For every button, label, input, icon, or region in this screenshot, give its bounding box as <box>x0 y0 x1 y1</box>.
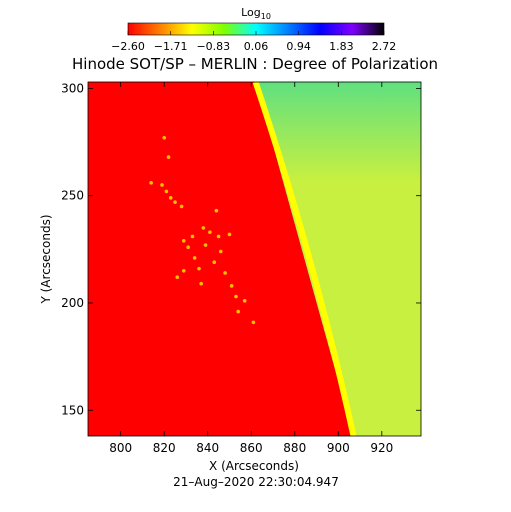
colorbar-tick-label: −0.83 <box>196 40 230 53</box>
bright-point <box>149 181 153 185</box>
bright-point <box>160 183 164 187</box>
y-axis-label: Y (Arcseconds) <box>39 214 53 304</box>
bright-point <box>186 245 190 249</box>
bright-point <box>229 284 234 288</box>
colorbar-tick-label: 2.72 <box>372 40 397 53</box>
bright-point <box>208 230 212 234</box>
off-limb-region <box>255 82 421 436</box>
colorbar-tick-label: −2.60 <box>111 40 145 53</box>
bright-point <box>203 243 208 247</box>
y-axis: 150 200 250 300 <box>61 81 421 417</box>
y-tick-label: 300 <box>61 81 84 95</box>
bright-point <box>218 249 223 254</box>
x-tick-label: 900 <box>327 441 350 455</box>
x-tick-label: 840 <box>196 441 219 455</box>
bright-point <box>166 155 171 159</box>
bright-point <box>223 271 227 275</box>
x-tick-label: 880 <box>283 441 306 455</box>
y-tick-label: 200 <box>61 296 84 310</box>
bright-point <box>181 238 186 243</box>
bright-point <box>214 208 219 213</box>
x-axis: 800 820 840 860 880 900 920 <box>109 82 393 455</box>
bright-point <box>173 200 177 204</box>
bright-point <box>164 189 169 194</box>
bright-points <box>149 135 256 325</box>
colorbar-ticks: −2.60 −1.71 −0.83 0.06 0.94 1.83 2.72 <box>111 31 396 53</box>
bright-point <box>201 226 206 230</box>
y-tick-label: 250 <box>61 189 84 203</box>
colorbar-tick-label: 1.83 <box>329 40 354 53</box>
off-limb-edge <box>255 82 354 436</box>
bright-point <box>162 135 166 140</box>
bright-point <box>197 266 201 271</box>
chart-title: Hinode SOT/SP – MERLIN : Degree of Polar… <box>72 55 438 73</box>
bright-point <box>199 281 203 286</box>
bright-point <box>236 309 240 314</box>
bright-point <box>227 232 232 237</box>
x-tick-label: 800 <box>109 441 132 455</box>
colorbar-label: Log10 <box>241 6 271 21</box>
bright-point <box>190 234 195 239</box>
bright-point <box>181 269 186 273</box>
limb-band <box>252 82 357 436</box>
colorbar-tick-label: −1.71 <box>154 40 188 53</box>
heatmap-image <box>88 82 421 436</box>
bright-point <box>168 196 173 200</box>
colorbar-tick-label: 0.06 <box>244 40 269 53</box>
bright-point <box>192 256 197 260</box>
plot-frame <box>87 81 422 437</box>
colorbar-tick-label: 0.94 <box>286 40 311 53</box>
bright-point <box>179 204 184 209</box>
y-tick-label: 150 <box>61 403 84 417</box>
x-tick-label: 860 <box>240 441 263 455</box>
bright-point <box>251 320 256 325</box>
bright-point <box>216 234 221 239</box>
x-tick-label: 820 <box>153 441 176 455</box>
bright-point <box>242 299 247 303</box>
bright-point <box>175 275 180 280</box>
bright-point <box>234 294 238 299</box>
x-axis-label: X (Arcseconds) <box>209 459 299 473</box>
bright-point <box>212 260 217 265</box>
date-label: 21–Aug–2020 22:30:04.947 <box>173 475 339 489</box>
x-tick-label: 920 <box>370 441 393 455</box>
